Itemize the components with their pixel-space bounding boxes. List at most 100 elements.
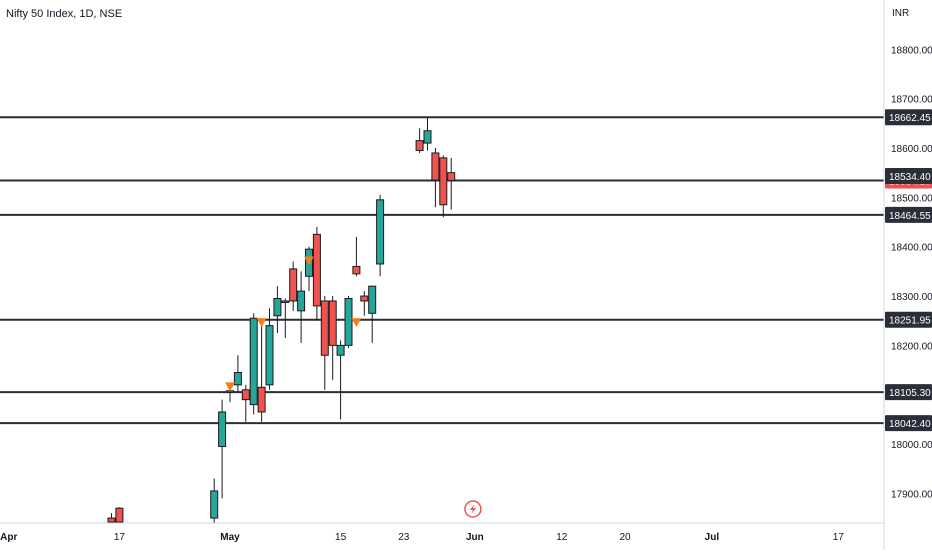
price-label: 18464.55 <box>885 206 932 223</box>
candle-body <box>328 300 337 346</box>
candle <box>423 117 432 151</box>
candle-body <box>107 517 116 523</box>
y-tick-label: 18700.00 <box>891 95 932 106</box>
candle <box>273 286 282 334</box>
signal-marker <box>304 256 314 266</box>
candle-body <box>210 490 219 519</box>
candle-body <box>423 130 432 144</box>
level-lines <box>0 116 884 425</box>
candle-body <box>233 372 242 386</box>
candle <box>415 128 424 153</box>
x-tick-label: May <box>220 532 240 543</box>
candle-body <box>447 172 456 182</box>
x-tick-label: Jul <box>705 532 720 543</box>
candle <box>439 155 448 218</box>
y-tick-label: 18800.00 <box>891 45 932 56</box>
y-tick-label: 18200.00 <box>891 341 932 352</box>
price-label-bg <box>885 167 932 184</box>
candle <box>360 291 369 316</box>
x-tick-label: Apr <box>0 532 17 543</box>
candle-body <box>257 386 266 413</box>
price-label-text: 18464.55 <box>889 211 931 222</box>
candle-body <box>352 265 361 275</box>
candle-body <box>249 317 258 406</box>
y-tick-label: 18500.00 <box>891 193 932 204</box>
price-label-text: 18251.95 <box>889 316 931 327</box>
x-tick-label: 17 <box>833 532 845 543</box>
candle-body <box>344 298 353 346</box>
candle <box>233 355 242 393</box>
candle <box>431 148 440 208</box>
y-tick-label: 18300.00 <box>891 292 932 303</box>
candle <box>352 236 361 277</box>
candle <box>249 313 258 415</box>
candle-body <box>368 285 377 314</box>
price-label-bg <box>885 384 932 401</box>
x-tick-label: 23 <box>398 532 410 543</box>
x-tick-label: 15 <box>335 532 347 543</box>
candle <box>328 296 337 380</box>
markers <box>225 256 482 518</box>
candle-body <box>289 268 298 302</box>
price-label-bg <box>885 311 932 328</box>
candle-body <box>265 325 274 386</box>
candle-body <box>312 233 321 307</box>
candle-body <box>297 290 306 312</box>
candle <box>107 513 116 523</box>
candle <box>218 399 227 499</box>
candle-body <box>336 344 345 356</box>
candle-body <box>376 199 385 265</box>
price-label: 18105.30 <box>885 384 932 401</box>
candle <box>265 308 274 390</box>
price-label-bg <box>885 109 932 126</box>
price-label-bg <box>885 206 932 223</box>
x-tick-label: 17 <box>114 532 126 543</box>
candle <box>312 226 321 321</box>
price-label: 18534.40 <box>885 167 932 184</box>
flash-icon[interactable] <box>464 500 482 518</box>
candle <box>320 296 329 390</box>
price-label-bg <box>885 415 932 432</box>
candle-body <box>241 389 250 401</box>
candle <box>281 298 290 338</box>
candle <box>257 325 266 422</box>
y-tick-label: 18000.00 <box>891 440 932 451</box>
y-tick-label: 17900.00 <box>891 489 932 500</box>
candle <box>241 384 250 422</box>
x-tick-label: Jun <box>466 532 484 543</box>
price-label-text: 18105.30 <box>889 388 931 399</box>
price-label: 18251.95 <box>885 311 932 328</box>
signal-marker <box>351 318 362 328</box>
signal-marker <box>256 318 267 328</box>
candle <box>210 478 219 523</box>
candle <box>115 507 124 523</box>
candle-body <box>273 298 282 317</box>
time-axis[interactable]: Apr 17 May 15 23 Jun 12 20 Jul 17 <box>0 532 844 543</box>
candle <box>289 261 298 311</box>
x-tick-label: 12 <box>556 532 568 543</box>
chart-title: Nifty 50 Index, 1D, NSE <box>6 8 123 20</box>
candle-body <box>115 507 124 523</box>
candle-body <box>218 411 227 448</box>
candle-body <box>281 300 290 303</box>
candle-body <box>439 157 448 206</box>
y-tick-label: 18400.00 <box>891 243 932 254</box>
candle <box>344 296 353 348</box>
level-price-labels: 18662.4518534.1018464.5518251.9518105.30… <box>885 109 932 432</box>
candle <box>447 157 456 210</box>
price-label-text: 18662.45 <box>889 113 931 124</box>
candle <box>297 271 306 343</box>
candle <box>368 285 377 343</box>
currency-label: INR <box>892 8 910 19</box>
candle-body <box>360 295 369 302</box>
candle-body <box>415 140 424 151</box>
price-label: 18042.40 <box>885 415 932 432</box>
price-label-text: 18042.40 <box>889 419 931 430</box>
x-tick-label: 20 <box>619 532 631 543</box>
candle <box>336 340 345 420</box>
candles <box>107 117 456 523</box>
y-tick-label: 18600.00 <box>891 144 932 155</box>
